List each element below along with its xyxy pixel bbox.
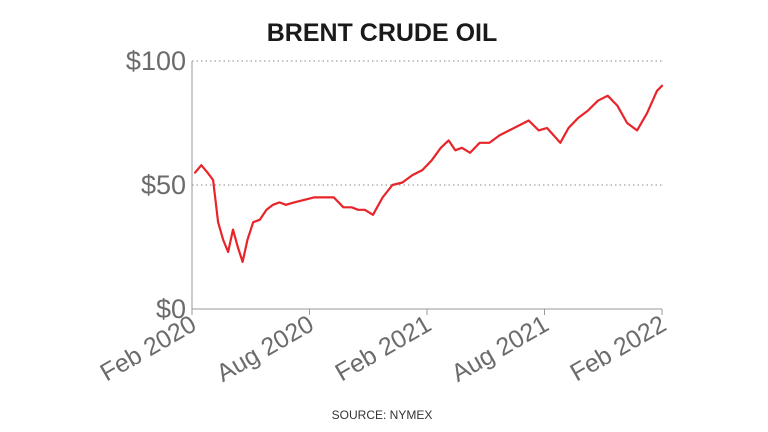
series-line xyxy=(194,84,664,263)
y-tick-label: $50 xyxy=(141,170,186,200)
y-tick-label: $100 xyxy=(126,46,186,76)
chart-title: BRENT CRUDE OIL xyxy=(267,19,498,47)
x-tick-label: Feb 2020 xyxy=(96,310,201,387)
series-layer xyxy=(194,84,664,263)
y-tick-label: $0 xyxy=(156,294,186,324)
chart-source: SOURCE: NYMEX xyxy=(332,408,433,422)
x-tick-label: Aug 2020 xyxy=(212,310,319,388)
grid-layer xyxy=(192,60,662,186)
x-axis-tick-labels: Feb 2020 Aug 2020 Feb 2021 Aug 2021 Feb 2022 xyxy=(96,309,671,388)
x-tick-label: Feb 2021 xyxy=(331,310,436,387)
x-tick-label: Aug 2021 xyxy=(447,310,554,388)
y-axis-tick-labels: $0 $50 $100 xyxy=(126,46,186,324)
x-tick-label: Feb 2022 xyxy=(566,310,671,387)
